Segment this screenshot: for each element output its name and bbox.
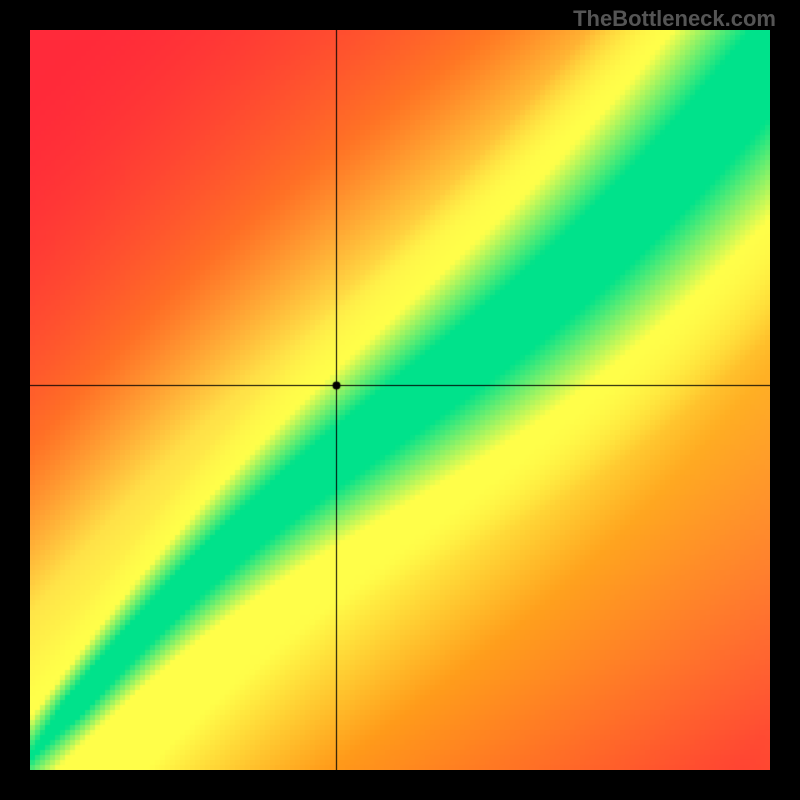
- heatmap-plot: [30, 30, 770, 770]
- chart-container: TheBottleneck.com: [0, 0, 800, 800]
- watermark-text: TheBottleneck.com: [573, 6, 776, 32]
